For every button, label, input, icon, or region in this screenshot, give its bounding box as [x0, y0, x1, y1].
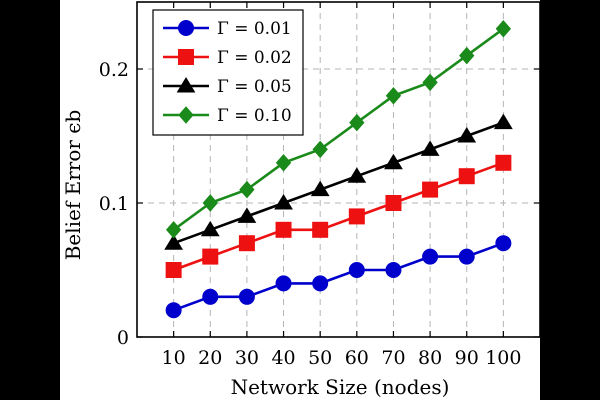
- data-point: [238, 235, 255, 252]
- legend-entry: Γ = 0.05: [163, 77, 292, 97]
- series-1: [165, 235, 512, 319]
- data-point: [165, 302, 182, 319]
- data-point: [385, 262, 402, 278]
- data-point: [385, 195, 402, 211]
- series-layer: [164, 20, 513, 319]
- data-point: [275, 221, 292, 238]
- x-tick-label: 60: [345, 347, 369, 369]
- data-point: [237, 207, 257, 223]
- legend-marker: [178, 106, 194, 124]
- data-point: [495, 20, 512, 38]
- legend: Γ = 0.01 Γ = 0.02 Γ = 0.05 Γ = 0.10: [152, 9, 304, 136]
- data-point: [459, 46, 475, 65]
- y-tick-label: 0.1: [99, 193, 129, 215]
- x-tick-label: 20: [198, 347, 222, 369]
- x-tick-label: 80: [418, 347, 442, 369]
- series-line: [173, 161, 504, 272]
- data-point: [385, 87, 402, 105]
- data-point: [310, 180, 330, 197]
- data-point: [493, 113, 513, 130]
- legend-label: Γ = 0.05: [217, 77, 292, 97]
- data-point: [165, 262, 182, 278]
- data-point: [457, 127, 477, 143]
- x-tick-label: 30: [235, 347, 259, 369]
- y-axis-label: Belief Error ϵb: [61, 110, 85, 261]
- data-point: [275, 275, 292, 292]
- x-tick-label: 100: [485, 347, 521, 369]
- legend-entry: Γ = 0.01: [163, 19, 292, 39]
- plot-frame: [136, 1, 541, 338]
- data-point: [275, 154, 292, 172]
- series-3: [164, 113, 513, 250]
- legend-entry: Γ = 0.02: [163, 48, 292, 68]
- series-line: [173, 241, 504, 312]
- legend-label: Γ = 0.02: [217, 48, 292, 68]
- axes: 10 20 30 40 50 60 70 80 90 100 0 0.1 0.2: [99, 1, 541, 369]
- data-point: [312, 140, 328, 159]
- data-point: [422, 248, 439, 265]
- data-point: [384, 153, 403, 170]
- x-tick-label: 40: [271, 347, 295, 369]
- data-point: [202, 288, 219, 305]
- data-point: [312, 221, 329, 238]
- y-tick-label: 0: [117, 327, 129, 349]
- data-point: [495, 154, 512, 171]
- data-point: [274, 194, 293, 210]
- data-point: [239, 180, 255, 199]
- x-tick-label: 10: [162, 347, 186, 369]
- data-point: [458, 168, 475, 185]
- legend-label: Γ = 0.01: [217, 19, 292, 39]
- data-point: [348, 262, 365, 278]
- x-axis-label: Network Size (nodes): [231, 375, 450, 399]
- series-2: [165, 154, 512, 278]
- data-point: [348, 208, 365, 225]
- data-point: [202, 248, 219, 265]
- data-point: [420, 140, 440, 156]
- series-4: [165, 20, 512, 239]
- legend-marker: [178, 49, 194, 65]
- data-point: [349, 113, 365, 132]
- data-point: [422, 73, 438, 92]
- data-point: [312, 275, 329, 292]
- data-point: [200, 220, 220, 237]
- data-point: [422, 181, 439, 198]
- y-tick-label: 0.2: [99, 59, 129, 81]
- data-point: [238, 288, 255, 305]
- legend-entry: Γ = 0.10: [163, 106, 292, 126]
- series-line: [172, 27, 505, 231]
- x-tick-label: 50: [308, 347, 332, 369]
- data-point: [458, 248, 475, 265]
- x-tick-label: 70: [381, 347, 405, 369]
- legend-marker: [178, 20, 194, 36]
- data-point: [347, 167, 367, 183]
- data-point: [495, 235, 512, 252]
- legend-label: Γ = 0.10: [217, 106, 292, 126]
- data-point: [165, 221, 182, 239]
- data-point: [164, 234, 184, 250]
- series-line: [173, 121, 504, 245]
- x-tick-label: 90: [455, 347, 479, 369]
- legend-marker: [176, 77, 196, 93]
- data-point: [202, 194, 218, 212]
